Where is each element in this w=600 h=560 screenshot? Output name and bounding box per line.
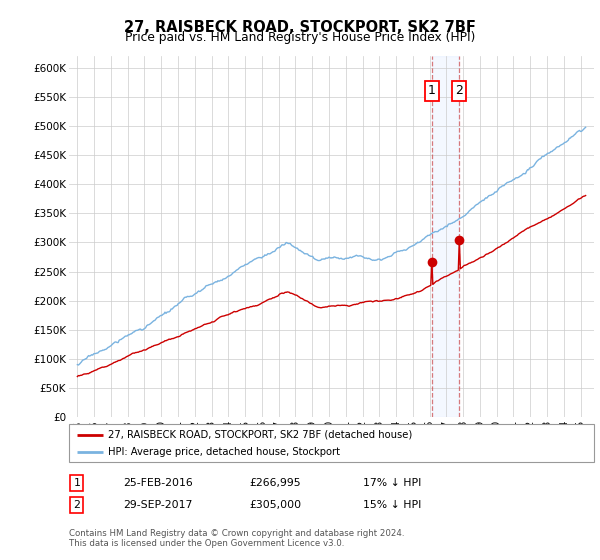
Text: £266,995: £266,995: [249, 478, 301, 488]
Text: 27, RAISBECK ROAD, STOCKPORT, SK2 7BF: 27, RAISBECK ROAD, STOCKPORT, SK2 7BF: [124, 20, 476, 35]
Text: Contains HM Land Registry data © Crown copyright and database right 2024.
This d: Contains HM Land Registry data © Crown c…: [69, 529, 404, 548]
FancyBboxPatch shape: [69, 424, 594, 462]
Text: 29-SEP-2017: 29-SEP-2017: [123, 500, 193, 510]
Text: HPI: Average price, detached house, Stockport: HPI: Average price, detached house, Stoc…: [109, 447, 340, 458]
Bar: [432, 56, 459, 417]
Text: £305,000: £305,000: [249, 500, 301, 510]
Text: 17% ↓ HPI: 17% ↓ HPI: [363, 478, 421, 488]
Text: 25-FEB-2016: 25-FEB-2016: [123, 478, 193, 488]
Text: 1: 1: [73, 478, 80, 488]
Text: 2: 2: [73, 500, 80, 510]
Text: 27, RAISBECK ROAD, STOCKPORT, SK2 7BF (detached house): 27, RAISBECK ROAD, STOCKPORT, SK2 7BF (d…: [109, 430, 413, 440]
Text: Price paid vs. HM Land Registry's House Price Index (HPI): Price paid vs. HM Land Registry's House …: [125, 31, 475, 44]
Text: 1: 1: [428, 85, 436, 97]
Text: 2: 2: [455, 85, 463, 97]
Text: 15% ↓ HPI: 15% ↓ HPI: [363, 500, 421, 510]
